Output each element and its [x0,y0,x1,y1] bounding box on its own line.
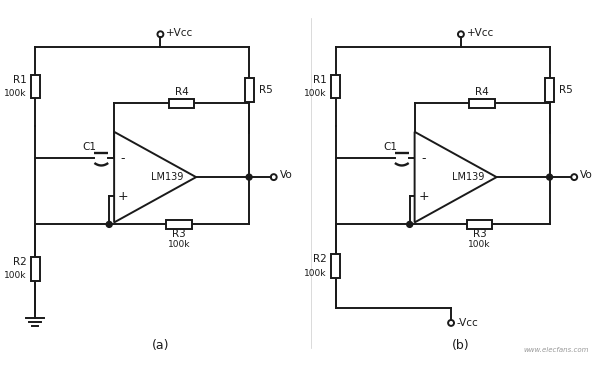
Circle shape [546,174,553,180]
Bar [545,78,554,102]
Bar [169,99,195,108]
Circle shape [246,174,252,180]
Text: -: - [121,152,125,165]
Circle shape [407,222,413,227]
Text: C1: C1 [383,142,397,152]
Text: (b): (b) [452,339,470,352]
Text: LM139: LM139 [151,172,184,182]
Bar [467,220,492,229]
Text: R5: R5 [559,85,573,95]
Bar [31,257,40,280]
Text: Vo: Vo [280,170,293,180]
Text: R4: R4 [475,87,489,97]
Polygon shape [114,132,196,222]
Text: 100k: 100k [304,269,327,278]
Text: R4: R4 [175,87,188,97]
Text: R2: R2 [13,257,26,267]
Text: -: - [421,152,426,165]
Bar [245,78,254,102]
Circle shape [106,222,112,227]
Bar [331,75,340,98]
Text: 100k: 100k [4,271,26,280]
Text: +Vcc: +Vcc [467,28,494,38]
Text: R2: R2 [313,255,327,265]
Text: Vo: Vo [580,170,593,180]
Text: +: + [118,190,128,203]
Text: R1: R1 [13,75,26,85]
Text: www.elecfans.com: www.elecfans.com [524,347,589,353]
Bar [166,220,192,229]
Text: 100k: 100k [4,89,26,98]
Text: C1: C1 [83,142,96,152]
Text: 100k: 100k [304,89,327,98]
Text: R5: R5 [259,85,273,95]
Text: -Vcc: -Vcc [457,318,479,328]
Text: 100k: 100k [468,240,491,249]
Bar [31,75,40,98]
Text: LM139: LM139 [452,172,484,182]
Polygon shape [415,132,496,222]
Bar [331,255,340,278]
Text: +: + [418,190,429,203]
Text: R3: R3 [172,229,186,239]
Text: R1: R1 [313,75,327,85]
Bar [469,99,495,108]
Text: R3: R3 [472,229,487,239]
Text: (a): (a) [152,339,169,352]
Text: +Vcc: +Vcc [166,28,193,38]
Text: 100k: 100k [168,240,190,249]
